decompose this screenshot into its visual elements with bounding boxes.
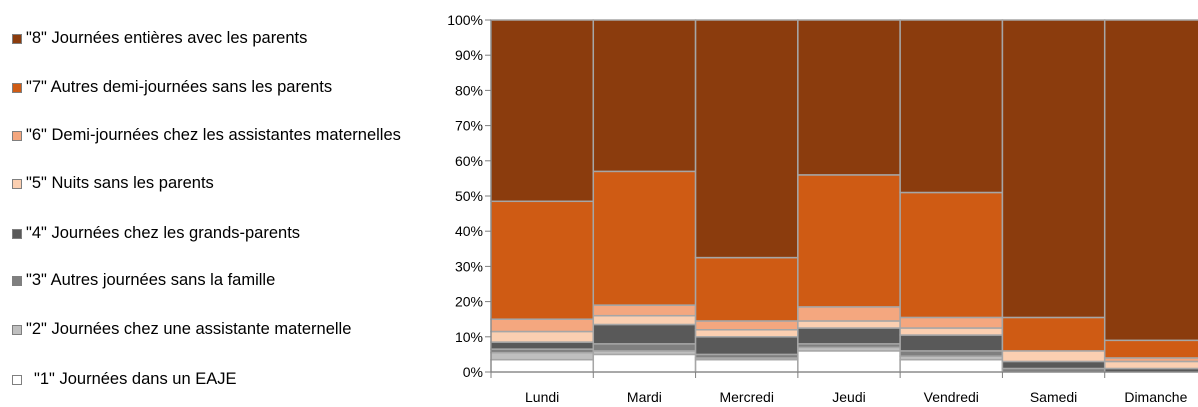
bar-segment-1-mercredi bbox=[694, 358, 799, 373]
bar-segment-8-mardi bbox=[592, 19, 697, 173]
x-tick-label-vendredi: Vendredi bbox=[924, 389, 979, 405]
bar-segment-7-dimanche bbox=[1103, 339, 1198, 359]
x-tick-label-lundi: Lundi bbox=[525, 389, 559, 405]
legend-swatch bbox=[12, 131, 22, 141]
legend-label: "6" Demi-journées chez les assistantes m… bbox=[26, 126, 401, 144]
bar-segment-6-mercredi bbox=[694, 320, 799, 331]
legend-label: "7" Autres demi-journées sans les parent… bbox=[26, 78, 333, 96]
bar-segment-8-vendredi bbox=[899, 19, 1004, 194]
legend-swatch bbox=[12, 276, 22, 286]
bar-segment-7-vendredi bbox=[899, 191, 1004, 319]
bar-segment-7-jeudi bbox=[797, 174, 901, 308]
x-tick-label-samedi: Samedi bbox=[1030, 389, 1077, 405]
bar-segment-8-dimanche bbox=[1103, 19, 1198, 342]
legend-label: "4" Journées chez les grands-parents bbox=[26, 224, 301, 242]
bar-segment-4-vendredi bbox=[899, 334, 1004, 352]
x-tick-label-mercredi: Mercredi bbox=[719, 389, 773, 405]
x-tick-label-dimanche: Dimanche bbox=[1124, 389, 1187, 405]
y-tick-label: 90% bbox=[455, 47, 483, 63]
bar-segment-7-mercredi bbox=[694, 256, 799, 322]
bar-segment-6-jeudi bbox=[797, 306, 901, 322]
bar-segment-4-samedi bbox=[1001, 360, 1106, 370]
bar-segment-6-lundi bbox=[490, 318, 595, 333]
y-tick-label: 40% bbox=[455, 223, 483, 239]
bar-segment-5-vendredi bbox=[899, 327, 1004, 336]
bars-group bbox=[490, 19, 1198, 373]
bar-segment-1-lundi bbox=[490, 358, 595, 373]
y-tick-label: 10% bbox=[455, 329, 483, 345]
y-tick-label: 20% bbox=[455, 294, 483, 310]
bar-segment-5-samedi bbox=[1001, 350, 1106, 363]
bar-segment-4-lundi bbox=[490, 341, 595, 350]
bar-segment-5-mercredi bbox=[694, 329, 799, 338]
bar-segment-1-vendredi bbox=[899, 358, 1004, 373]
bar-segment-4-mercredi bbox=[694, 336, 799, 356]
bar-segment-3-vendredi bbox=[899, 350, 1004, 357]
bar-segment-6-vendredi bbox=[899, 316, 1004, 329]
bar-segment-8-jeudi bbox=[797, 19, 901, 176]
y-tick-label: 50% bbox=[455, 188, 483, 204]
bar-segment-4-jeudi bbox=[797, 327, 901, 345]
y-tick-label: 60% bbox=[455, 153, 483, 169]
bar-segment-8-samedi bbox=[1001, 19, 1106, 319]
legend-swatch bbox=[12, 34, 22, 44]
legend-swatch bbox=[12, 229, 22, 239]
bar-segment-3-mardi bbox=[592, 343, 697, 352]
bar-segment-5-lundi bbox=[490, 330, 595, 343]
legend-label: "1" Journées dans un EAJE bbox=[34, 370, 237, 388]
y-tick-label: 100% bbox=[447, 12, 483, 28]
bar-segment-7-samedi bbox=[1001, 316, 1106, 352]
y-tick-label: 0% bbox=[463, 364, 483, 380]
y-tick-label: 80% bbox=[455, 82, 483, 98]
bar-segment-2-lundi bbox=[490, 351, 595, 361]
y-tick-label: 30% bbox=[455, 258, 483, 274]
x-tick-label-jeudi: Jeudi bbox=[832, 389, 865, 405]
legend-swatch bbox=[12, 375, 22, 385]
bar-segment-1-jeudi bbox=[797, 350, 901, 373]
bar-segment-7-lundi bbox=[490, 200, 595, 320]
legend-label: "8" Journées entières avec les parents bbox=[26, 29, 308, 47]
legend-swatch bbox=[12, 83, 22, 93]
y-tick-label: 70% bbox=[455, 118, 483, 134]
bar-segment-8-mercredi bbox=[694, 19, 799, 259]
axes-group: 0% 10% 20% 30% 40% 50% 60% 70% 80% 90% 100% Lundi Ma… bbox=[447, 12, 1198, 405]
legend-swatch bbox=[12, 325, 22, 335]
x-tick-label-mardi: Mardi bbox=[627, 389, 662, 405]
bar-segment-5-dimanche bbox=[1103, 360, 1198, 370]
legend-label: "5" Nuits sans les parents bbox=[26, 174, 214, 192]
legend-label: "2" Journées chez une assistante materne… bbox=[26, 320, 352, 338]
bar-segment-7-mardi bbox=[592, 170, 697, 306]
bar-segment-4-mardi bbox=[592, 323, 697, 345]
bar-segment-5-mardi bbox=[592, 314, 697, 326]
legend-label: "3" Autres journées sans la famille bbox=[26, 271, 276, 289]
bar-segment-8-lundi bbox=[490, 19, 595, 203]
chart-legend: "8" Journées entières avec les parents "7… bbox=[12, 0, 432, 407]
bar-segment-1-mardi bbox=[592, 353, 697, 373]
bar-segment-5-jeudi bbox=[797, 320, 901, 329]
bar-segment-6-mardi bbox=[592, 304, 697, 317]
legend-swatch bbox=[12, 179, 22, 189]
